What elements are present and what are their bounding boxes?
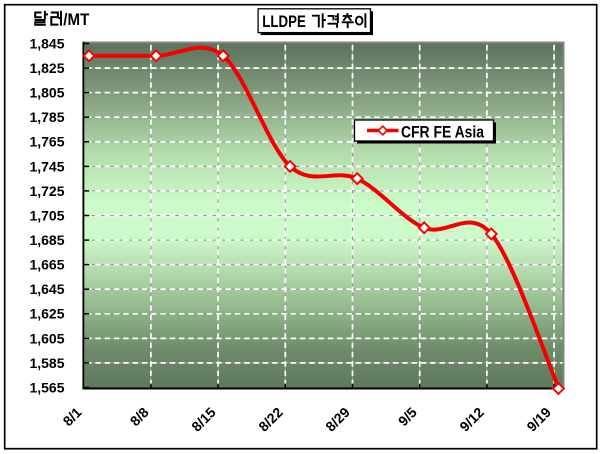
svg-text:1,805: 1,805 — [29, 85, 64, 101]
svg-text:1,665: 1,665 — [29, 257, 64, 273]
svg-text:1,785: 1,785 — [29, 109, 64, 125]
svg-text:1,725: 1,725 — [29, 183, 64, 199]
svg-text:1,585: 1,585 — [29, 355, 64, 371]
svg-text:1,645: 1,645 — [29, 281, 64, 297]
svg-text:1,745: 1,745 — [29, 158, 64, 174]
svg-text:1,825: 1,825 — [29, 60, 64, 76]
svg-text:1,565: 1,565 — [29, 379, 64, 395]
svg-text:/MT: /MT — [63, 11, 89, 29]
svg-text:1,705: 1,705 — [29, 207, 64, 223]
svg-text:LLDPE: LLDPE — [262, 13, 306, 31]
svg-text:1,845: 1,845 — [29, 35, 64, 51]
svg-text:CFR FE Asia: CFR FE Asia — [401, 124, 485, 142]
svg-text:1,625: 1,625 — [29, 306, 64, 322]
svg-text:1,605: 1,605 — [29, 330, 64, 346]
svg-text:1,685: 1,685 — [29, 232, 64, 248]
svg-text:1,765: 1,765 — [29, 134, 64, 150]
